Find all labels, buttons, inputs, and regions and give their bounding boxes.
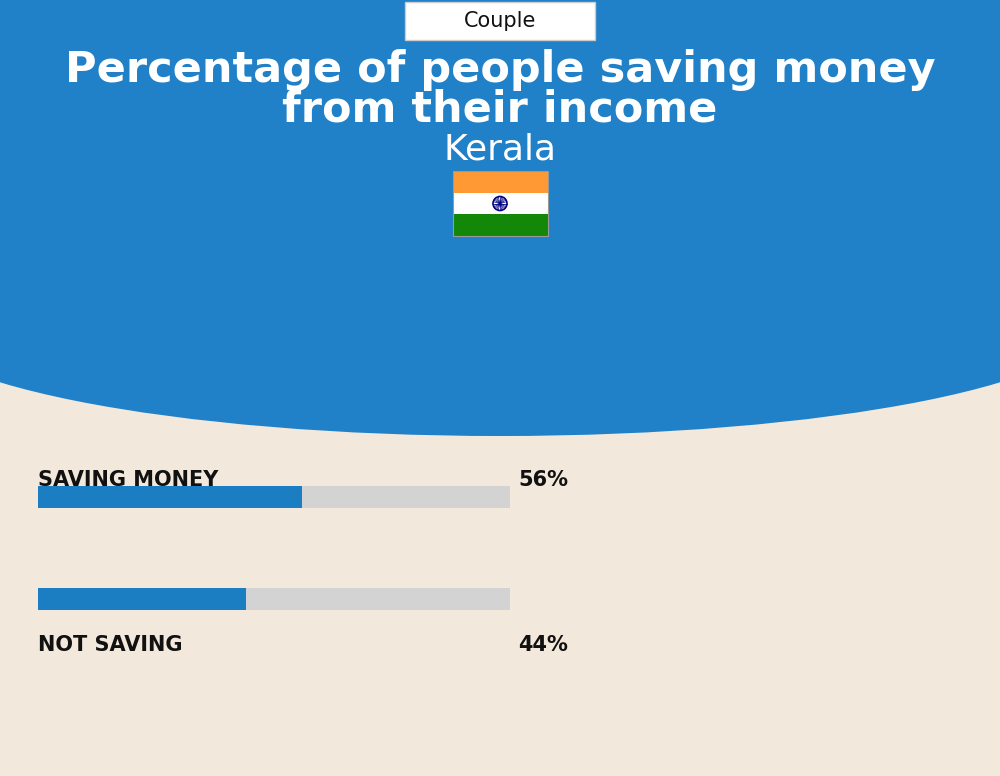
Text: Percentage of people saving money: Percentage of people saving money [65, 49, 935, 91]
Text: Couple: Couple [464, 11, 536, 31]
FancyBboxPatch shape [38, 486, 510, 508]
FancyBboxPatch shape [452, 171, 548, 192]
FancyBboxPatch shape [452, 214, 548, 236]
Text: SAVING MONEY: SAVING MONEY [38, 470, 218, 490]
Ellipse shape [0, 196, 1000, 436]
FancyBboxPatch shape [0, 316, 1000, 776]
Text: 44%: 44% [518, 635, 568, 655]
Text: NOT SAVING: NOT SAVING [38, 635, 182, 655]
Text: 56%: 56% [518, 470, 568, 490]
FancyBboxPatch shape [0, 0, 1000, 316]
Ellipse shape [0, 196, 1000, 436]
Text: Kerala: Kerala [444, 133, 556, 167]
FancyBboxPatch shape [405, 2, 595, 40]
FancyBboxPatch shape [38, 588, 510, 610]
Text: from their income: from their income [282, 89, 718, 131]
FancyBboxPatch shape [452, 192, 548, 214]
FancyBboxPatch shape [38, 588, 246, 610]
FancyBboxPatch shape [38, 486, 302, 508]
